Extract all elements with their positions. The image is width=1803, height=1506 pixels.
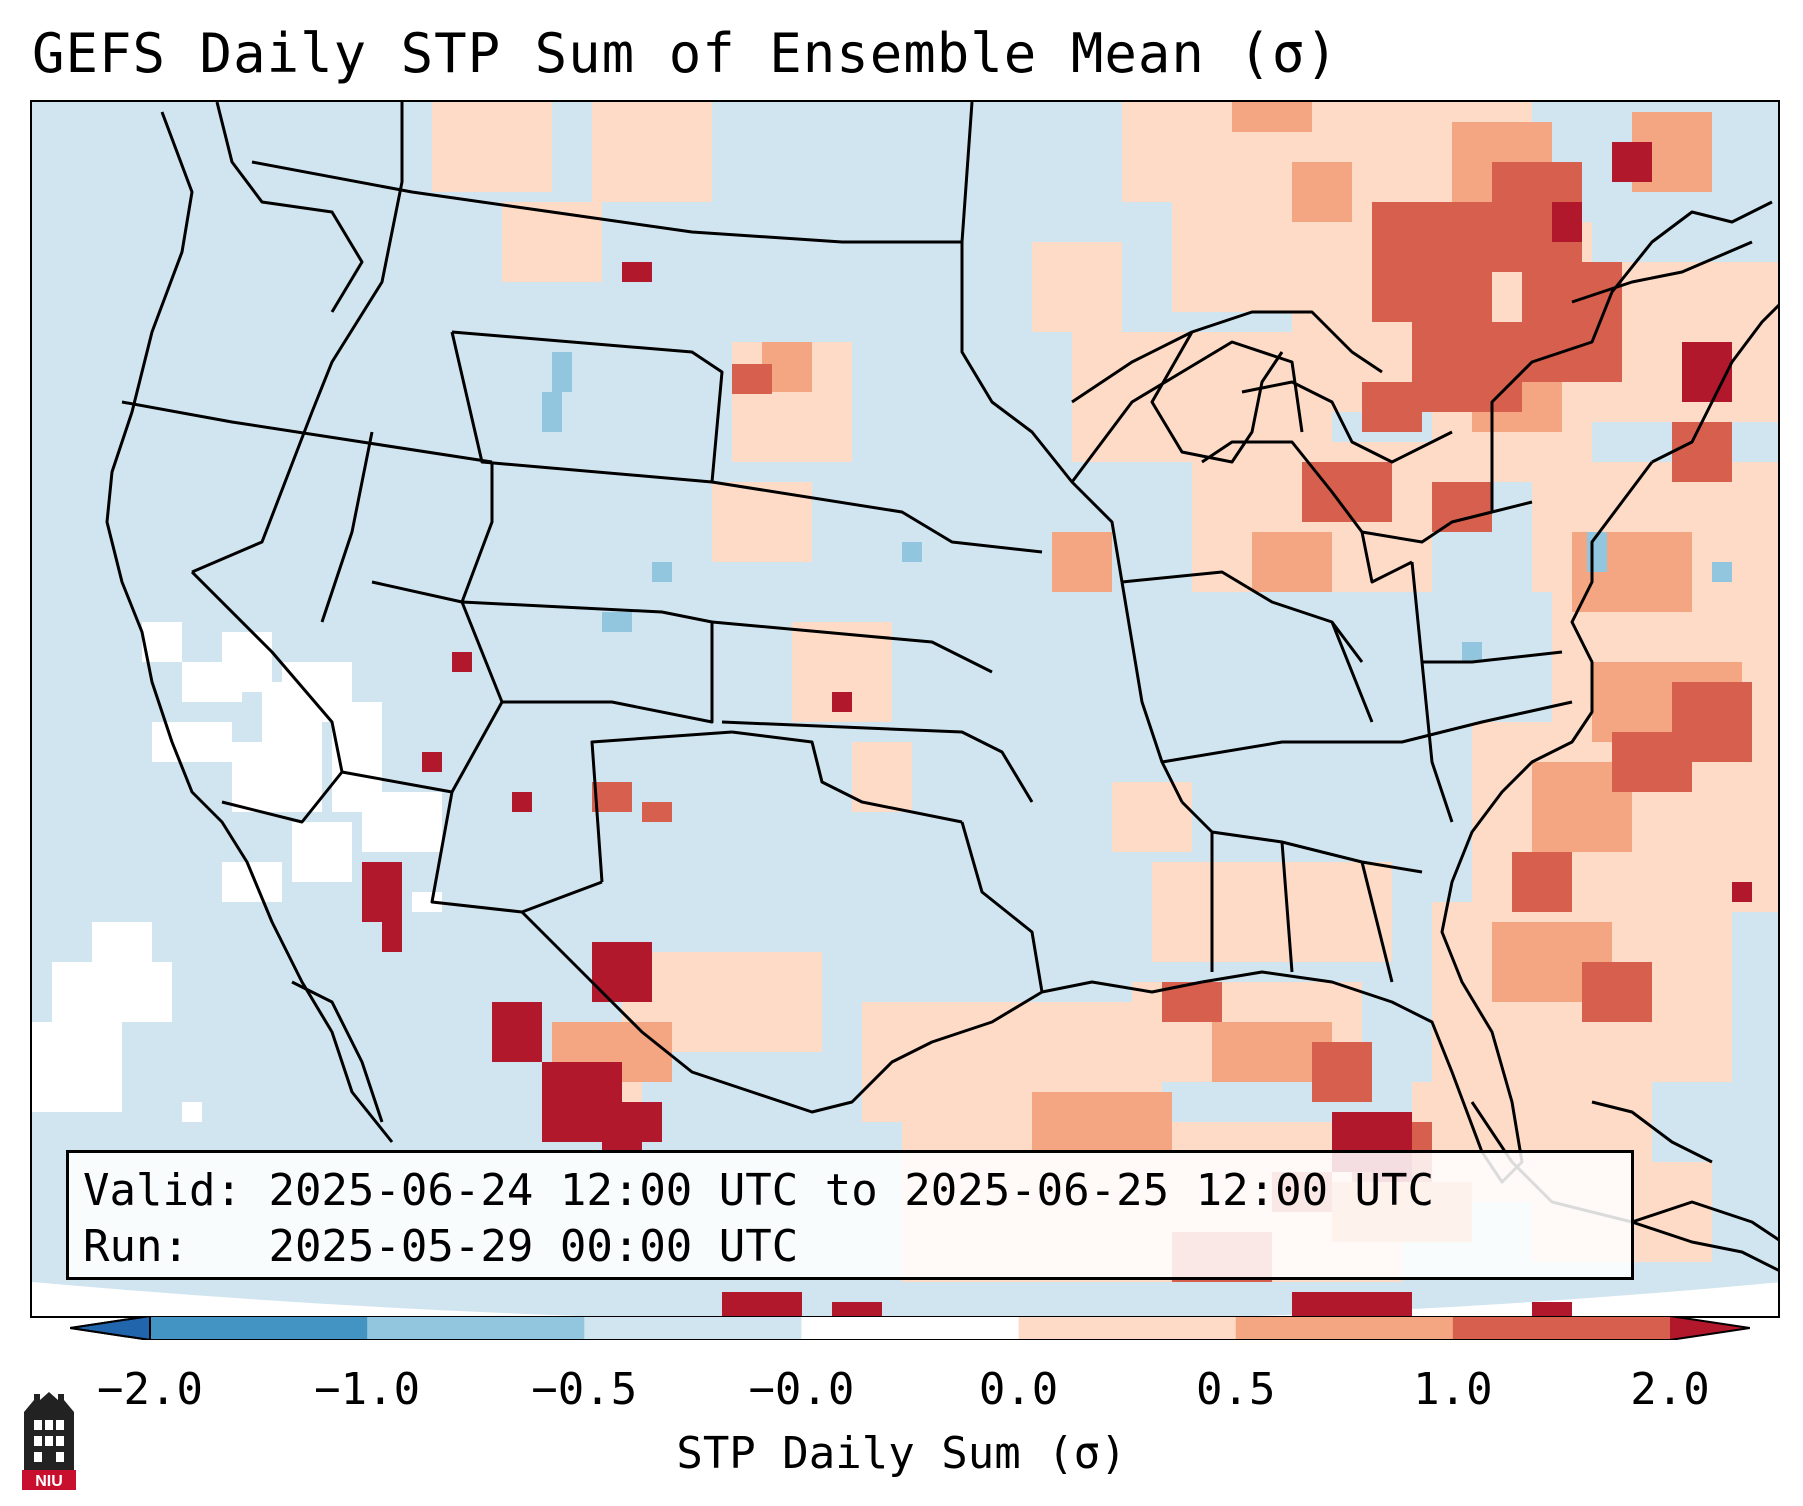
svg-text:NIU: NIU bbox=[35, 1473, 63, 1490]
colorbar-cell bbox=[1018, 1316, 1237, 1340]
colorbar-tick-label: 2.0 bbox=[1630, 1364, 1710, 1415]
colorbar-tick-label: −1.0 bbox=[314, 1364, 421, 1415]
colorbar-cell bbox=[1452, 1316, 1671, 1340]
colorbar-tick-label: 0.5 bbox=[1195, 1364, 1276, 1415]
run-value: 2025-05-29 00:00 UTC bbox=[268, 1221, 799, 1272]
map-panel bbox=[30, 100, 1780, 1318]
colorbar-extend-low bbox=[70, 1316, 150, 1340]
colorbar-tick-label: −0.0 bbox=[748, 1364, 855, 1415]
colorbar-tick-label: −0.5 bbox=[531, 1364, 638, 1415]
valid-label: Valid: bbox=[83, 1165, 242, 1216]
colorbar-tick-label: 1.0 bbox=[1413, 1364, 1493, 1415]
colorbar-tick-label: −2.0 bbox=[97, 1364, 203, 1415]
valid-run-info-box: Valid: 2025-06-24 12:00 UTC to 2025-06-2… bbox=[66, 1150, 1634, 1280]
colorbar-extend-high bbox=[1670, 1316, 1750, 1340]
colorbar-tick-label: 0.0 bbox=[978, 1364, 1059, 1415]
coastlines-and-borders bbox=[105, 102, 1778, 1272]
niu-logo: NIU bbox=[22, 1392, 76, 1490]
colorbar-cell bbox=[584, 1316, 802, 1340]
colorbar-label: STP Daily Sum (σ) bbox=[676, 1428, 1127, 1479]
colorbar-cell bbox=[150, 1316, 368, 1340]
colorbar-cell bbox=[801, 1316, 1020, 1340]
near-zero-region bbox=[32, 622, 442, 1122]
colorbar-cell bbox=[367, 1316, 585, 1340]
stp-field-map bbox=[32, 102, 1778, 1316]
map-title: GEFS Daily STP Sum of Ensemble Mean (σ) bbox=[32, 22, 1339, 85]
valid-value: 2025-06-24 12:00 UTC to 2025-06-25 12:00… bbox=[268, 1165, 1435, 1216]
colorbar bbox=[70, 1316, 1750, 1340]
run-label: Run: bbox=[83, 1221, 189, 1272]
colorbar-cell bbox=[1235, 1316, 1454, 1340]
